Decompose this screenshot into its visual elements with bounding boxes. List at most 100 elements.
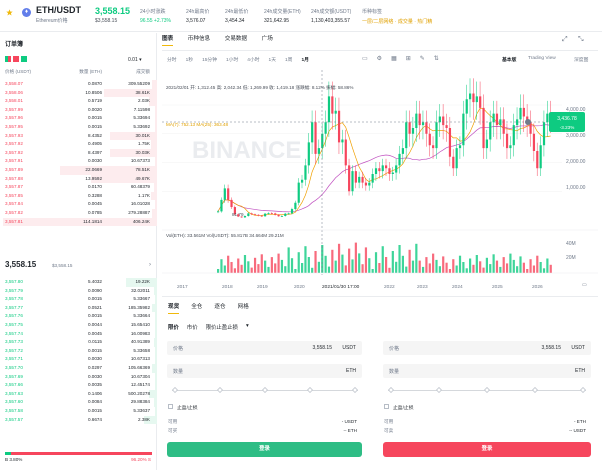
ask-row[interactable]: 3,557.85 0.3288 1.17K bbox=[0, 191, 157, 201]
settings-icon[interactable]: ⚙ bbox=[376, 56, 383, 62]
sell-qty-field[interactable]: 数量 ETH bbox=[383, 364, 591, 378]
chevron-down-icon[interactable]: ▾ bbox=[245, 323, 249, 329]
collapse-icon[interactable]: ⤡ bbox=[578, 36, 584, 43]
indicator-icon[interactable]: ▭ bbox=[362, 56, 368, 62]
interval-2[interactable]: 15分钟 bbox=[202, 58, 218, 63]
ask-row[interactable]: 3,557.92 8.4397 30.03K bbox=[0, 148, 157, 158]
bid-row[interactable]: 3,557.69 0.0030 10.67304 bbox=[0, 372, 157, 382]
pair-name[interactable]: ETH/USDT bbox=[36, 5, 81, 15]
axis-settings-icon[interactable]: ▭ bbox=[582, 282, 587, 288]
bid-row[interactable]: 3,557.66 0.0035 12.45174 bbox=[0, 381, 157, 390]
bid-row[interactable]: 3,557.77 0.0521 185.35982 bbox=[0, 303, 157, 313]
view-tradingview[interactable]: Trading View bbox=[528, 56, 556, 61]
interval-5[interactable]: 1天 bbox=[268, 58, 277, 63]
ask-row[interactable]: 3,557.89 22.0669 78.51K bbox=[0, 166, 157, 175]
depth-icon[interactable]: ⊞ bbox=[405, 56, 411, 62]
sell-tpsl-checkbox[interactable] bbox=[384, 404, 389, 409]
bid-row[interactable]: 3,557.63 0.1406 500.20278 bbox=[0, 389, 157, 399]
tab-cross[interactable]: 全仓 bbox=[191, 304, 203, 310]
volume-bar bbox=[492, 254, 495, 273]
ask-row[interactable]: 3,558.07 0.0870 309.55209 bbox=[0, 80, 157, 89]
expand-icon[interactable]: ⤢ bbox=[562, 36, 568, 43]
book-both-icon[interactable] bbox=[5, 56, 11, 62]
interval-6[interactable]: 1周 bbox=[285, 58, 293, 63]
bid-row[interactable]: 3,557.73 0.0115 40.91389 bbox=[0, 338, 157, 347]
favorite-star-icon[interactable] bbox=[6, 9, 13, 16]
stat-label-0: 24小时涨跌 bbox=[140, 9, 166, 15]
candle bbox=[337, 110, 341, 143]
view-depth[interactable]: 深度图 bbox=[574, 58, 589, 63]
bid-row[interactable]: 3,557.74 0.0045 16.00983 bbox=[0, 329, 157, 339]
interval-1[interactable]: 1秒 bbox=[185, 58, 194, 63]
bid-row[interactable]: 3,557.72 0.0015 5.33658 bbox=[0, 346, 157, 356]
bid-row[interactable]: 3,557.79 0.0090 32.02011 bbox=[0, 286, 157, 296]
precision-select[interactable]: 0.01 ▾ bbox=[128, 57, 142, 63]
sell-max-value: -- USDT bbox=[569, 428, 586, 433]
book-asks-icon[interactable] bbox=[13, 56, 19, 62]
candle bbox=[371, 174, 374, 183]
bid-row[interactable]: 3,557.71 0.0030 10.67313 bbox=[0, 355, 157, 364]
ask-row[interactable]: 3,558.06 10.8506 38.61K bbox=[0, 88, 157, 98]
tab-coin-info[interactable]: 币种信息 bbox=[187, 36, 211, 42]
buy-qty-field[interactable]: 数量 ETH bbox=[167, 364, 362, 378]
view-basic[interactable]: 基本版 bbox=[502, 58, 517, 63]
interval-4[interactable]: 4小时 bbox=[247, 58, 260, 63]
ask-row[interactable]: 3,558.01 0.5719 2.03K bbox=[0, 97, 157, 106]
ask-row[interactable]: 3,557.96 0.0015 5.33694 bbox=[0, 114, 157, 123]
buy-price-value[interactable]: 3,558.15 bbox=[312, 345, 332, 351]
order-type-stop-limit[interactable]: 限价止盈止损 bbox=[205, 325, 238, 331]
sell-price-value[interactable]: 3,558.15 bbox=[541, 345, 561, 351]
book-bids-icon[interactable] bbox=[21, 56, 27, 62]
interval-0[interactable]: 分时 bbox=[167, 58, 177, 63]
tab-isolated[interactable]: 逐仓 bbox=[214, 304, 226, 310]
order-type-market[interactable]: 市价 bbox=[186, 325, 198, 331]
candle bbox=[499, 119, 502, 126]
ask-row[interactable]: 3,557.95 0.0015 5.33692 bbox=[0, 123, 157, 132]
ask-row[interactable]: 3,557.82 0.0785 279.28887 bbox=[0, 209, 157, 218]
interval-7[interactable]: 1月 bbox=[301, 58, 309, 63]
bid-total: 10.67313 bbox=[130, 356, 150, 362]
ask-row[interactable]: 3,557.92 0.4905 1.75K bbox=[0, 140, 157, 149]
tab-spot[interactable]: 现货 bbox=[168, 302, 180, 314]
chart-type-icon[interactable]: ▦ bbox=[391, 56, 397, 62]
buy-login-button[interactable]: 登录 bbox=[167, 442, 362, 457]
ask-row[interactable]: 3,557.93 8.4352 30.01K bbox=[0, 131, 157, 141]
buy-slider[interactable] bbox=[172, 387, 358, 393]
buy-tpsl-checkbox[interactable] bbox=[168, 404, 173, 409]
bid-row[interactable]: 3,557.60 0.0084 29.88384 bbox=[0, 398, 157, 407]
stat-value-5[interactable]: 一层/二层网络 · 成交量 · 热门精 bbox=[362, 19, 433, 25]
tab-square[interactable]: 广场 bbox=[261, 36, 273, 42]
ask-row[interactable]: 3,557.84 0.0045 16.01028 bbox=[0, 200, 157, 209]
volume-bar bbox=[549, 264, 552, 273]
add-alert-icon[interactable] bbox=[525, 119, 531, 125]
price-axis-1: 1,000.00 bbox=[566, 185, 586, 191]
ask-row[interactable]: 3,557.81 114.1814 406.24K bbox=[0, 217, 157, 227]
ask-row[interactable]: 3,557.99 0.0020 7.11598 bbox=[0, 105, 157, 115]
chevron-right-icon[interactable]: › bbox=[149, 262, 151, 268]
bid-row[interactable]: 3,557.76 0.0015 5.33664 bbox=[0, 312, 157, 321]
bid-row[interactable]: 3,557.75 0.0044 15.65410 bbox=[0, 321, 157, 330]
book-view-toggles[interactable] bbox=[5, 56, 27, 64]
bid-row[interactable]: 3,557.70 0.0297 105.66369 bbox=[0, 364, 157, 373]
tab-grid[interactable]: 网格 bbox=[237, 304, 249, 310]
compare-icon[interactable]: ⇅ bbox=[433, 56, 439, 62]
volume-bar bbox=[391, 251, 394, 273]
ask-row[interactable]: 3,557.87 0.0170 60.48379 bbox=[0, 183, 157, 192]
ask-row[interactable]: 3,557.88 13.9592 49.67K bbox=[0, 174, 157, 184]
ask-row[interactable]: 3,557.91 0.0030 10.67373 bbox=[0, 157, 157, 166]
sell-price-field[interactable]: 价格 3,558.15 USDT bbox=[383, 341, 591, 355]
sell-slider[interactable] bbox=[388, 387, 586, 393]
interval-3[interactable]: 1小时 bbox=[226, 58, 239, 63]
bid-row[interactable]: 3,557.57 0.6674 2.38K bbox=[0, 415, 157, 425]
bid-row[interactable]: 3,557.80 5.4032 19.22K bbox=[0, 278, 157, 287]
bid-row[interactable]: 3,557.78 0.0015 5.33667 bbox=[0, 295, 157, 304]
candlestick-chart[interactable]: BINANCE 81.79 1,000.00 2,000.00 3,000.00… bbox=[162, 70, 598, 295]
pair-subtitle[interactable]: Ethereum价格 bbox=[36, 18, 68, 24]
buy-price-field[interactable]: 价格 3,558.15 USDT bbox=[167, 341, 362, 355]
bid-row[interactable]: 3,557.58 0.0015 5.33637 bbox=[0, 407, 157, 416]
tab-chart[interactable]: 图表 bbox=[162, 36, 174, 46]
order-type-limit[interactable]: 限价 bbox=[168, 325, 179, 331]
tab-trade-data[interactable]: 交易数据 bbox=[224, 36, 248, 42]
sell-login-button[interactable]: 登录 bbox=[383, 442, 591, 457]
drawing-icon[interactable]: ✎ bbox=[419, 56, 425, 62]
